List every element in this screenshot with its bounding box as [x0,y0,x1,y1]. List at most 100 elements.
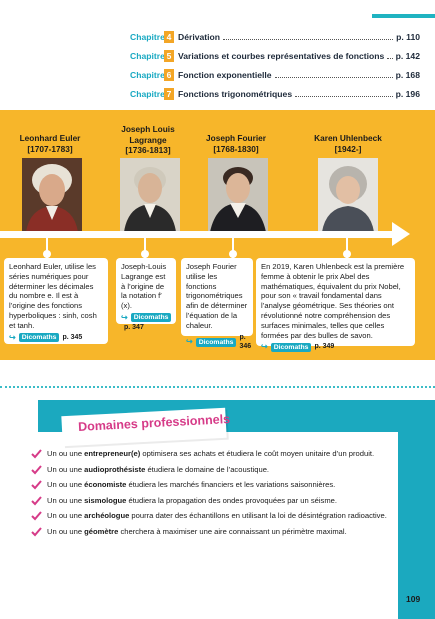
chapter-row[interactable]: Chapitre 7 Fonctions trigonométriques p.… [130,84,420,103]
person-dates: [1942-] [334,143,362,154]
arrow-right-icon: ↪ [186,337,193,347]
item-text: cherchera à maximiser une aire connaissa… [118,526,347,536]
item-job: géomètre [84,526,119,536]
checkmark-icon [31,495,42,505]
dicomaths-page: p. 349 [314,343,335,351]
list-item: Un ou une sismologue étudiera la propaga… [31,495,401,506]
section-separator [0,386,435,388]
item-job: archéologue [84,511,130,520]
dicomaths-label: Dicomaths [18,332,60,342]
dicomaths-label: Dicomaths [270,342,312,352]
chapter-number-badge: 7 [164,87,174,100]
card-text: En 2019, Karen Uhlenbeck est la première… [261,262,405,340]
person-name-uhlenbeck: Karen Uhlenbeck [1942-] [308,133,388,154]
dot-leader [295,96,393,97]
checkmark-icon [31,511,42,521]
checkmark-icon [31,526,42,536]
dicomaths-page: p. 345 [62,333,83,341]
item-text: Un ou une [47,495,85,505]
arrow-right-icon: ↪ [9,332,16,342]
item-text: optimisera ses achats et étudiera le coû… [140,449,375,458]
chapter-label: Chapitre [130,88,165,99]
domaines-panel [28,432,398,619]
list-item: Un ou une entrepreneur(e) optimisera ses… [31,448,401,459]
chapter-title: Dérivation [178,31,221,42]
card-text: Joseph Fourier utilise les fonctions tri… [186,262,248,330]
timeline-card-euler: Leonhard Euler, utilise les séries numér… [4,258,108,344]
chapter-row[interactable]: Chapitre 4 Dérivation p. 110 [130,27,420,46]
person-dates: [1736-1813] [125,145,171,155]
list-item: Un ou une archéologue pourra dater des é… [31,510,401,521]
chapter-row[interactable]: Chapitre 5 Variations et courbes représe… [130,46,420,65]
item-text: Un ou une [47,511,85,520]
chapter-label: Chapitre [130,50,165,61]
chapter-row[interactable]: Chapitre 6 Fonction exponentielle p. 168 [130,65,420,84]
chapter-number-badge: 4 [164,30,174,43]
person-name-lagrange: Joseph Louis Lagrange [1736-1813] [108,124,188,156]
timeline-axis [0,231,398,238]
list-item: Un ou une géomètre cherchera à maximiser… [31,526,401,537]
person-name-euler: Leonhard Euler [1707-1783] [10,133,90,154]
item-job: audioprothésiste [84,464,146,474]
card-text: Leonhard Euler, utilise les séries numér… [9,262,97,330]
portrait-fourier [208,158,268,232]
list-item: Un ou une économiste étudiera les marché… [31,479,401,490]
item-text: étudiera le domaine de l’acoustique. [145,464,270,474]
dicomaths-label: Dicomaths [130,313,172,323]
chapter-number-badge: 5 [164,49,174,62]
timeline-arrow-icon [392,222,410,246]
dot-leader [274,77,393,78]
person-name-text: Joseph Fourier [206,133,266,143]
list-item: Un ou une audioprothésiste étudiera le d… [31,464,401,475]
timeline-dot [43,250,51,258]
item-text: étudiera la propagation des ondes provoq… [126,495,338,505]
person-name-text: Joseph Louis Lagrange [121,124,175,145]
dicomaths-page: p. 346 [239,333,252,351]
timeline-connector [144,236,146,260]
arrow-right-icon: ↪ [121,312,128,322]
timeline-dot [343,250,351,258]
card-text: Joseph-Louis Lagrange est à l’origine de… [121,262,167,311]
item-text: Un ou une [47,480,85,489]
top-accent-bar [372,14,435,18]
dicomaths-link[interactable]: ↪ Dicomaths p. 345 [9,333,82,343]
item-job: entrepreneur(e) [84,449,141,458]
portrait-lagrange [120,158,180,232]
item-text: Un ou une [47,526,85,536]
item-job: sismologue [84,495,127,505]
dicomaths-link[interactable]: ↪ Dicomaths [121,312,172,323]
timeline-connector [346,236,348,260]
dicomaths-label: Dicomaths [195,337,237,347]
timeline-dot [141,250,149,258]
item-text: pourra dater des échantillons en utilisa… [129,511,387,520]
dicomaths-link[interactable]: ↪ Dicomaths p. 346 [186,333,251,353]
person-name-text: Karen Uhlenbeck [314,133,382,143]
dicomaths-page: p. 347 [124,323,144,331]
person-name-fourier: Joseph Fourier [1768-1830] [196,133,276,154]
checkmark-icon [31,480,42,490]
dicomaths-link[interactable]: ↪ Dicomaths p. 349 [261,342,334,352]
portrait-uhlenbeck [318,158,378,232]
domaines-list: Un ou une entrepreneur(e) optimisera ses… [31,448,401,541]
person-dates: [1707-1783] [27,143,73,154]
page-number: 109 [406,594,421,604]
checkmark-icon [31,464,42,474]
item-job: économiste [84,480,127,489]
checkmark-icon [31,449,42,459]
chapter-label: Chapitre [130,69,165,80]
timeline-card-uhlenbeck: En 2019, Karen Uhlenbeck est la première… [256,258,415,352]
chapter-title: Fonctions trigonométriques [178,88,293,99]
item-text: étudiera les marchés financiers et les v… [126,480,336,489]
portrait-euler [22,158,82,232]
timeline-card-lagrange: Joseph-Louis Lagrange est à l’origine de… [116,258,176,331]
timeline-connector [232,236,234,260]
chapter-page: p. 142 [395,50,420,61]
item-text: Un ou une [47,449,85,458]
timeline-card-fourier: Joseph Fourier utilise les fonctions tri… [181,258,253,350]
chapter-title: Fonction exponentielle [178,69,272,80]
item-text: Un ou une [47,464,85,474]
person-dates: [1768-1830] [213,143,259,154]
arrow-right-icon: ↪ [261,342,268,352]
chapter-title: Variations et courbes représentatives de… [178,50,385,61]
chapter-page: p. 196 [395,88,420,99]
